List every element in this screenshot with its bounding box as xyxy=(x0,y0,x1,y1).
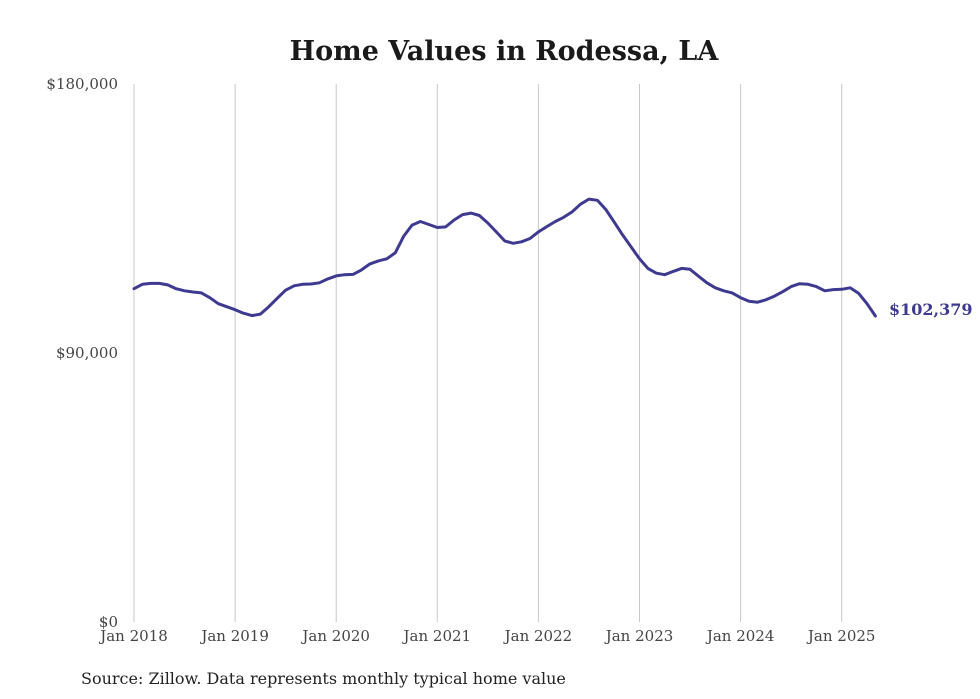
x-axis: Jan 2018 Jan 2019 Jan 2020 Jan 2021 Jan 2022… xyxy=(98,627,875,645)
x-tick-label: Jan 2018 xyxy=(98,627,168,645)
y-tick-label: $90,000 xyxy=(56,344,118,362)
x-tick-label: Jan 2021 xyxy=(402,627,472,645)
x-tick-label: Jan 2023 xyxy=(604,627,674,645)
y-tick-label: $180,000 xyxy=(46,75,118,93)
series-layer xyxy=(132,197,877,318)
x-tick-label: Jan 2019 xyxy=(199,627,269,645)
x-tick-label: Jan 2022 xyxy=(503,627,573,645)
series-line xyxy=(132,197,877,318)
x-tick-label: Jan 2024 xyxy=(705,627,775,645)
grid-layer xyxy=(133,84,843,622)
end-value-label: $102,379 xyxy=(889,300,973,319)
source-note: Source: Zillow. Data represents monthly … xyxy=(81,669,566,688)
y-tick-label: $0 xyxy=(99,613,118,631)
chart-title: Home Values in Rodessa, LA xyxy=(290,36,720,67)
y-axis: $180,000 $90,000 $0 xyxy=(46,75,118,631)
x-tick-label: Jan 2020 xyxy=(300,627,370,645)
x-tick-label: Jan 2025 xyxy=(806,627,876,645)
